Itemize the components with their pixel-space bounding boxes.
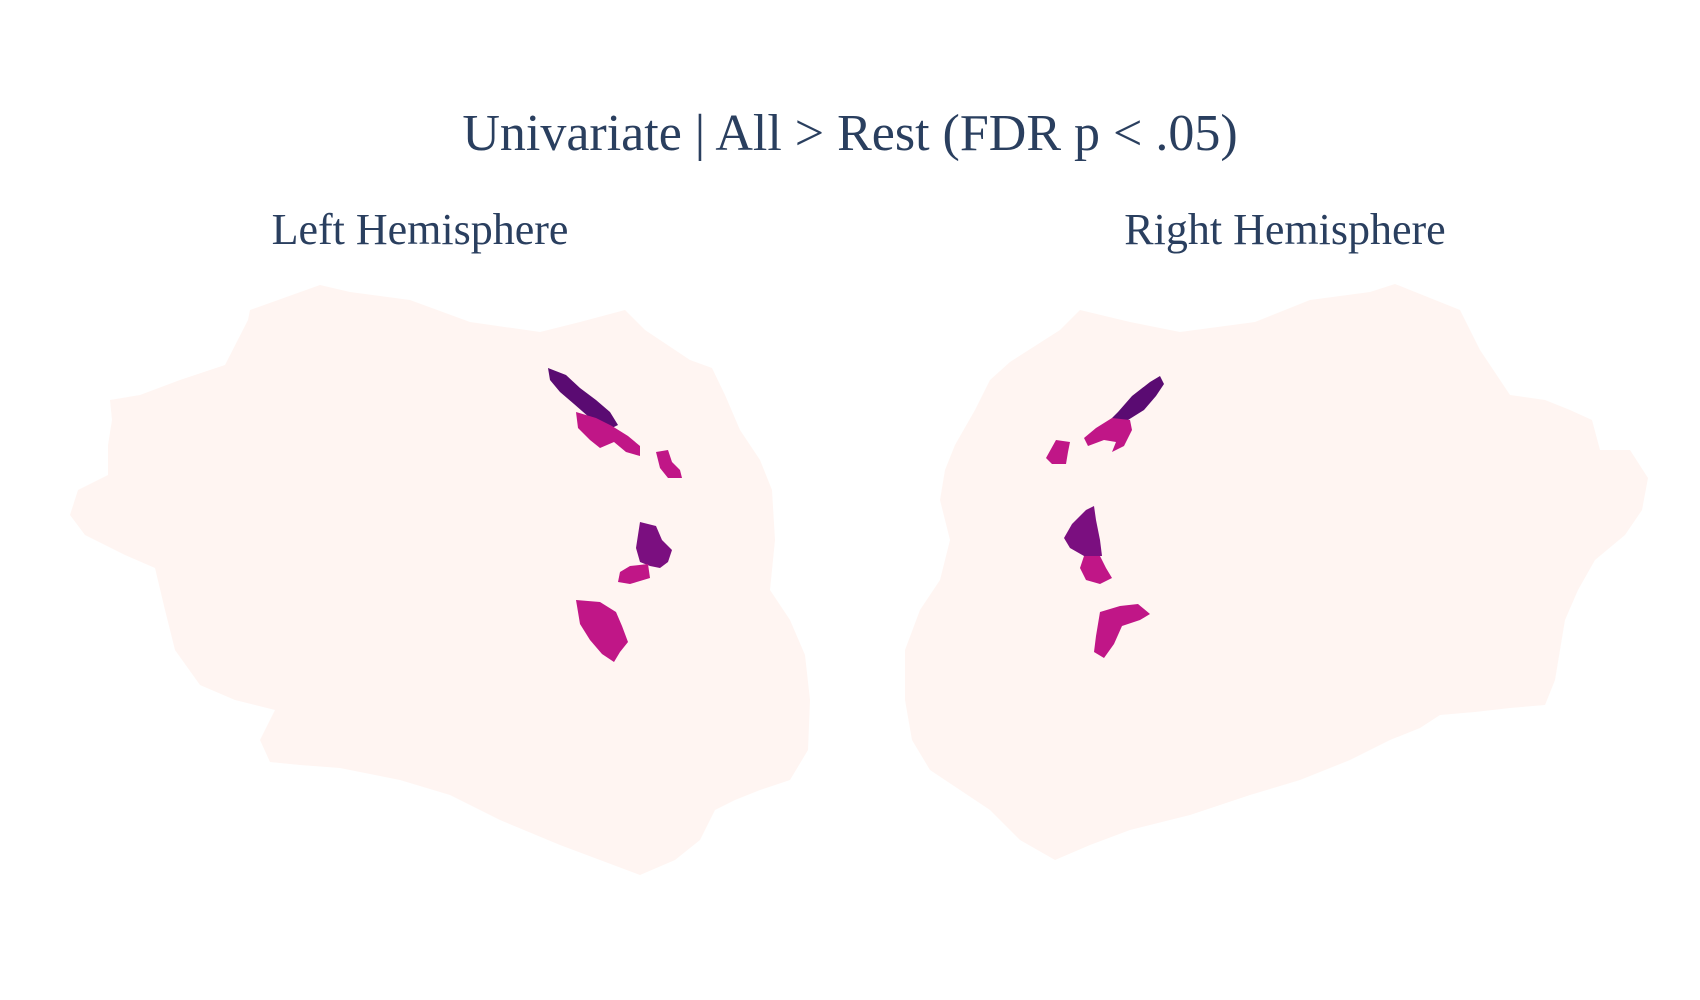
right-region-inferior-magenta xyxy=(1094,604,1150,658)
right-region-small-magenta xyxy=(1046,440,1070,464)
left-cortical-surface xyxy=(70,285,810,875)
left-hemisphere-flatmap xyxy=(70,285,810,875)
right-region-middle-magenta xyxy=(1080,556,1112,584)
left-region-inferior-magenta xyxy=(576,600,628,662)
right-hemisphere-flatmap xyxy=(905,284,1648,860)
figure-title: Univariate | All > Rest (FDR p < .05) xyxy=(462,105,1238,162)
left-region-middle-dark xyxy=(636,522,672,568)
left-region-middle-magenta xyxy=(618,564,650,584)
right-region-superior-magenta xyxy=(1084,418,1132,452)
left-region-superior-dark xyxy=(548,368,618,430)
left-region-superior-magenta xyxy=(576,412,640,456)
right-region-middle-dark xyxy=(1064,506,1102,556)
right-cortical-surface xyxy=(905,284,1648,860)
right-hemisphere-label: Right Hemisphere xyxy=(1124,205,1446,254)
left-region-small-magenta xyxy=(656,450,682,478)
right-region-superior-dark xyxy=(1106,376,1164,430)
left-hemisphere-label: Left Hemisphere xyxy=(271,205,569,254)
